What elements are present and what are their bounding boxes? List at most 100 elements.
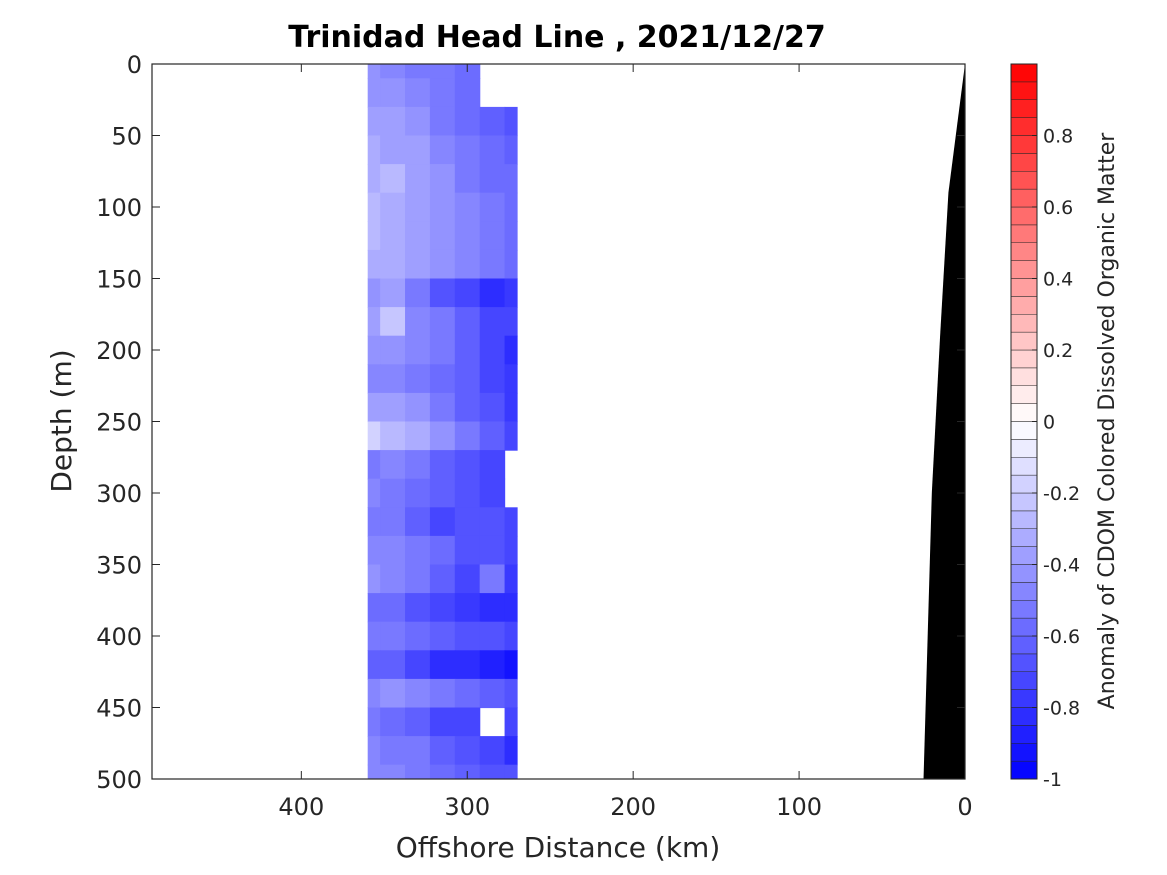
heatmap-cell [479, 364, 506, 394]
heatmap-cell [454, 535, 481, 566]
heatmap-cell [367, 478, 381, 508]
heatmap-cell [405, 450, 431, 480]
heatmap-cell [479, 307, 506, 337]
heatmap-cell [429, 249, 456, 280]
heatmap-cell [454, 164, 481, 194]
heatmap-cell [405, 364, 431, 394]
heatmap-cell [429, 478, 456, 508]
heatmap-cell [405, 64, 431, 79]
heatmap-cell [504, 507, 518, 537]
colorbar-bands [1010, 63, 1038, 780]
colorbar-band [1010, 63, 1038, 83]
colorbar-band [1010, 81, 1038, 100]
heatmap-cell [367, 64, 381, 79]
colorbar-band [1010, 582, 1038, 601]
x-axis: 400 300 200 100 0 [278, 64, 973, 821]
heatmap-cell [367, 364, 381, 394]
colorbar-band [1010, 707, 1038, 726]
colorbar-band [1010, 421, 1038, 440]
colorbar-band [1010, 653, 1038, 672]
heatmap-cell [429, 736, 456, 766]
heatmap-cell [367, 392, 381, 423]
heatmap-cell [454, 450, 481, 480]
heatmap-cell [504, 650, 518, 680]
heatmap-cell [504, 392, 518, 423]
heatmap-cell [380, 650, 406, 680]
heatmap-cell [454, 192, 481, 222]
heatmap-cell [405, 678, 431, 709]
heatmap-cell [405, 650, 431, 680]
heatmap-cell [429, 335, 456, 365]
heatmap-cell [504, 164, 518, 194]
heatmap-cell [429, 78, 456, 108]
x-tick-label: 400 [278, 793, 324, 821]
heatmap-cell [405, 507, 431, 537]
colorbar-band [1010, 492, 1038, 512]
heatmap-cell [504, 421, 518, 451]
colorbar-band [1010, 725, 1038, 744]
colorbar-band [1010, 171, 1038, 190]
colorbar-tick-label: 0.6 [1043, 197, 1073, 219]
heatmap-cell [367, 764, 381, 779]
heatmap-cell [479, 450, 506, 480]
colorbar-band [1010, 242, 1038, 261]
heatmap-cell [454, 335, 481, 365]
colorbar-band [1010, 117, 1038, 136]
colorbar-tick-label: 0.2 [1043, 340, 1073, 362]
heatmap-cell [380, 221, 406, 251]
heatmap-cell [429, 678, 456, 709]
heatmap-cell [405, 164, 431, 194]
heatmap-cell [479, 192, 506, 222]
heatmap-cell [504, 764, 518, 779]
heatmap-cell [504, 564, 518, 594]
heatmap-cell [367, 192, 381, 222]
plot-area: 400 300 200 100 0 0 50 100 150 200 250 300 350 400 45… [96, 51, 972, 821]
heatmap-cell [367, 78, 381, 108]
heatmap-cell [429, 135, 456, 165]
colorbar-band [1010, 474, 1038, 494]
heatmap-cell [380, 78, 406, 108]
y-tick-label: 450 [96, 695, 142, 723]
heatmap-cell [380, 106, 406, 137]
heatmap-cell [479, 507, 506, 537]
heatmap-cell [454, 593, 481, 623]
heatmap-cell [380, 535, 406, 566]
heatmap-cell [504, 593, 518, 623]
heatmap-cell [405, 478, 431, 508]
colorbar-band [1010, 689, 1038, 708]
heatmap-cell [367, 650, 381, 680]
heatmap-cell [454, 135, 481, 165]
heatmap-cell [479, 278, 506, 308]
heatmap-cells [367, 64, 518, 779]
heatmap-cell [380, 507, 406, 537]
heatmap-cell [479, 221, 506, 251]
heatmap-cell [429, 221, 456, 251]
heatmap-cell [367, 278, 381, 308]
heatmap-cell [454, 278, 481, 308]
heatmap-cell [429, 278, 456, 308]
heatmap-cell [429, 764, 456, 779]
colorbar-tick-label: 0.8 [1043, 126, 1073, 148]
heatmap-cell [405, 192, 431, 222]
heatmap-cell [380, 707, 406, 737]
heatmap-cell [367, 678, 381, 709]
y-axis: 0 50 100 150 200 250 300 350 400 450 500 [96, 51, 965, 794]
heatmap-cell [504, 707, 518, 737]
heatmap-cell [504, 135, 518, 165]
heatmap-cell [380, 164, 406, 194]
heatmap-cell [429, 64, 456, 79]
heatmap-cell [429, 421, 456, 451]
heatmap-cell [405, 535, 431, 566]
heatmap-cell [380, 421, 406, 451]
heatmap-cell [367, 135, 381, 165]
heatmap-cell [479, 650, 506, 680]
heatmap-cell [380, 564, 406, 594]
heatmap-cell [405, 307, 431, 337]
heatmap-cell [479, 736, 506, 766]
heatmap-cell [504, 106, 518, 137]
heatmap-cell [504, 249, 518, 280]
heatmap-cell [405, 335, 431, 365]
heatmap-cell [405, 135, 431, 165]
heatmap-cell [429, 106, 456, 137]
heatmap-cell [504, 221, 518, 251]
